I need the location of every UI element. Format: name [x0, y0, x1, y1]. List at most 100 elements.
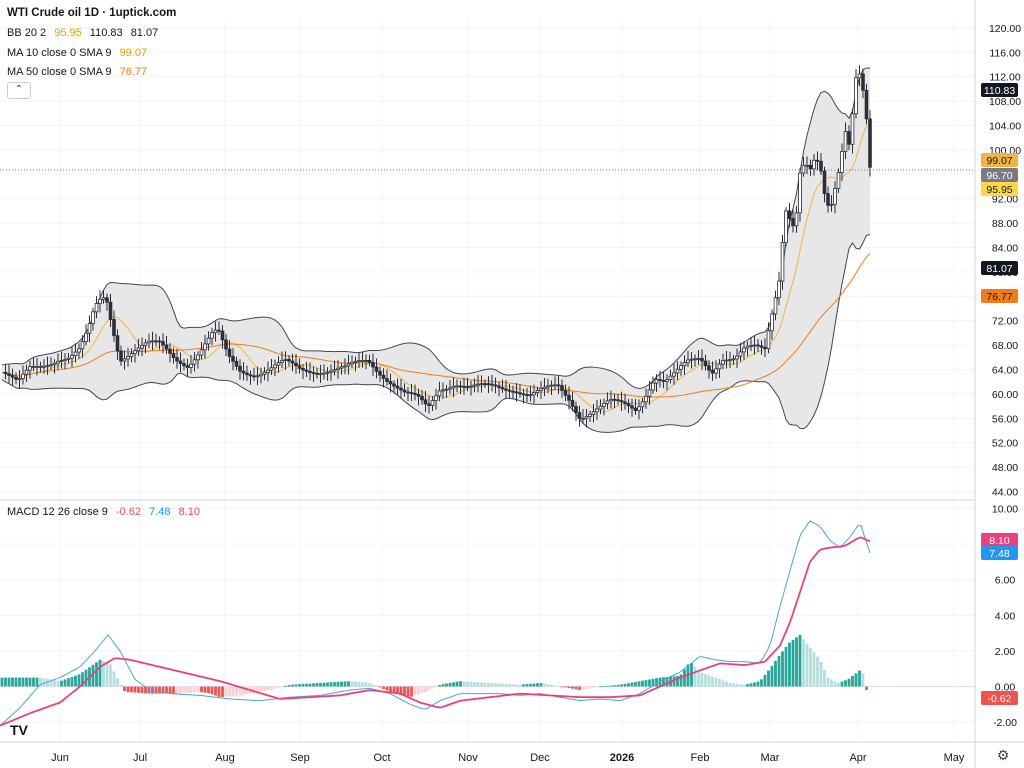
macd-histogram-bar	[511, 684, 515, 687]
macd-histogram-bar	[816, 656, 819, 687]
tag-bb-lower-bg	[981, 261, 1018, 275]
candle-body	[52, 362, 57, 366]
candle-body	[595, 408, 599, 413]
candle-body	[532, 392, 536, 396]
macd-histogram-bar	[347, 681, 350, 687]
time-tick-label: Jul	[133, 752, 147, 764]
price-tick-label: 112.00	[989, 72, 1020, 84]
candle-body	[122, 358, 127, 362]
price-tick-label: 44.00	[992, 487, 1018, 499]
candle-body	[280, 360, 284, 364]
candle-body	[525, 394, 529, 396]
candle-body	[392, 383, 396, 387]
macd-histogram-bar	[81, 672, 84, 687]
macd-histogram-bar	[210, 686, 214, 695]
macd-histogram-bar	[431, 686, 434, 689]
candle-body	[80, 341, 85, 350]
candle-body	[17, 378, 22, 381]
macd-histogram-bar	[235, 686, 238, 696]
tv-logo-icon: TV	[10, 722, 29, 738]
candle-body	[94, 303, 99, 313]
macd-histogram-bar	[161, 686, 165, 694]
candle-body	[56, 360, 60, 364]
candle-body	[301, 367, 305, 371]
candle-body	[360, 360, 365, 362]
candle-body	[259, 373, 263, 377]
candle-body	[724, 359, 729, 362]
candle-body	[213, 329, 218, 334]
candle-body	[514, 391, 519, 394]
tag-last-price-bg	[981, 168, 1018, 182]
macd-histogram-bar	[165, 686, 168, 694]
bollinger-bands	[1, 67, 871, 433]
bb-upper-value: 110.83	[89, 27, 123, 39]
candle-body	[864, 89, 869, 120]
candle-body	[42, 365, 46, 368]
candle-body	[427, 403, 431, 406]
price-tick-label: 116.00	[989, 47, 1020, 59]
candle-body	[14, 376, 18, 380]
macd-histogram-bar	[497, 683, 501, 687]
macd-histogram-bar	[522, 684, 525, 687]
candle-body	[560, 385, 564, 391]
candle-body	[847, 131, 851, 145]
macd-hist-value: -0.62	[115, 506, 142, 518]
macd-histogram-bar	[389, 686, 392, 692]
macd-histogram-bar	[410, 686, 413, 697]
candle-body	[73, 351, 78, 356]
candle-body	[63, 359, 67, 361]
candle-body	[206, 337, 211, 345]
macd-histogram-bar	[25, 677, 28, 687]
candle-body	[759, 345, 764, 348]
price-tick-label: 68.00	[992, 340, 1018, 352]
macd-histogram-bar	[732, 683, 735, 687]
candle-body	[773, 297, 778, 315]
candle-body	[647, 389, 652, 397]
macd-histogram-bar	[693, 666, 697, 687]
candle-body	[171, 352, 176, 358]
candle-body	[294, 362, 298, 367]
candle-body	[493, 384, 498, 387]
macd-histogram-bar	[0, 677, 4, 687]
candle-body	[619, 400, 624, 403]
candle-body	[556, 384, 561, 387]
candle-body	[752, 344, 757, 347]
settings-gear-button[interactable]: ⚙	[995, 747, 1011, 763]
macd-histogram-bar	[84, 669, 88, 687]
collapse-legend-button[interactable]: ⌃	[7, 82, 31, 99]
macd-histogram-bar	[749, 683, 753, 687]
macd-histogram-bar	[406, 686, 410, 697]
macd-histogram-bar	[781, 651, 784, 687]
macd-histogram-bar	[459, 681, 462, 687]
macd-histogram-bar	[133, 686, 137, 693]
macd-histogram-bar	[567, 686, 571, 689]
candle-body	[84, 332, 88, 343]
candle-body	[168, 348, 172, 354]
macd-histogram-bar	[683, 669, 686, 687]
candle-body	[448, 387, 452, 390]
time-tick-label: Nov	[458, 752, 478, 764]
candle-body	[409, 392, 414, 394]
macd-histogram-bar	[585, 686, 588, 689]
macd-histogram-bar	[224, 686, 228, 697]
candle-body	[220, 330, 225, 341]
candle-body	[325, 371, 330, 374]
candle-body	[399, 387, 403, 391]
candle-body	[476, 383, 480, 386]
candle-body	[304, 369, 309, 372]
candle-body	[175, 357, 179, 362]
macd-histogram-bar	[130, 686, 133, 693]
candle-body	[395, 385, 400, 389]
macd-histogram-bar	[515, 684, 518, 687]
candle-body	[822, 170, 827, 195]
macd-histogram-bar	[448, 682, 452, 687]
candle-body	[308, 370, 312, 373]
macd-histogram-bar	[438, 684, 441, 687]
price-tick-label: 48.00	[992, 462, 1018, 474]
macd-histogram-bar	[77, 674, 81, 687]
ma50-legend: MA 50 close 0 SMA 9 76.77	[7, 65, 152, 79]
macd-histogram-bar	[182, 686, 186, 693]
macd-histogram-bar	[60, 680, 63, 687]
candle-body	[563, 389, 568, 396]
